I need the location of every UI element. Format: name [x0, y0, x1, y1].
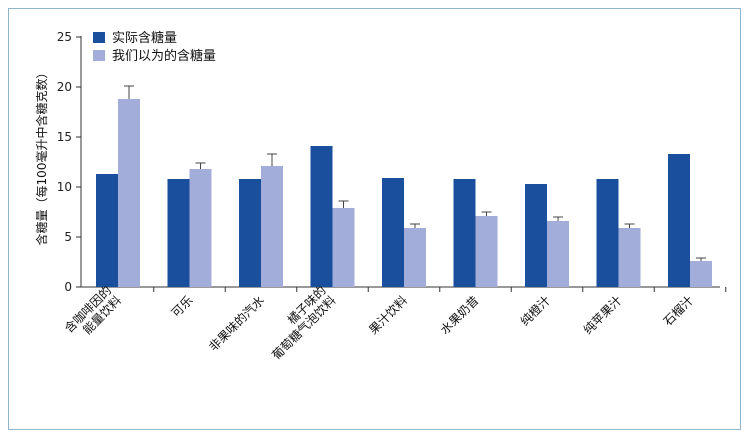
- legend-label-actual: 实际含糖量: [112, 30, 177, 46]
- x-category-label: 非果味的汽水: [206, 293, 268, 355]
- bar-actual: [668, 154, 690, 287]
- bar-perceived: [261, 166, 283, 287]
- y-tick-label: 10: [57, 180, 72, 194]
- bar-perceived: [332, 208, 355, 287]
- bar-perceived: [618, 228, 641, 287]
- y-tick-label: 20: [57, 80, 72, 94]
- bar-perceived: [547, 221, 569, 287]
- x-category-label: 果汁饮料: [366, 293, 410, 337]
- y-tick-label: 0: [64, 280, 72, 294]
- bar-actual: [239, 179, 261, 287]
- bar-actual: [453, 179, 476, 287]
- bar-perceived: [690, 261, 712, 287]
- y-tick-label: 5: [64, 230, 72, 244]
- bar-actual: [596, 179, 619, 287]
- bar-perceived: [118, 99, 140, 287]
- legend-swatch-perceived: [93, 50, 105, 61]
- bar-actual: [382, 178, 404, 287]
- y-tick-label: 25: [57, 30, 72, 44]
- legend-swatch-actual: [93, 32, 105, 43]
- y-tick-label: 15: [57, 130, 72, 144]
- x-category-label: 纯苹果汁: [581, 293, 625, 337]
- y-axis-title: 含糖量（每100毫升中含糖克数）: [34, 67, 49, 246]
- x-category-label: 可乐: [169, 293, 196, 320]
- legend-label-perceived: 我们以为的含糖量: [112, 48, 216, 64]
- bar-perceived: [404, 228, 426, 287]
- bar-perceived: [189, 169, 212, 287]
- x-category-label: 石榴汁: [661, 293, 696, 328]
- bar-perceived: [475, 216, 498, 287]
- bar-actual: [167, 179, 190, 287]
- bar-actual: [525, 184, 547, 287]
- bar-actual: [310, 146, 333, 287]
- x-category-label: 纯橙汁: [517, 293, 553, 329]
- bar-actual: [96, 174, 118, 287]
- x-category-label: 水果奶昔: [438, 293, 482, 337]
